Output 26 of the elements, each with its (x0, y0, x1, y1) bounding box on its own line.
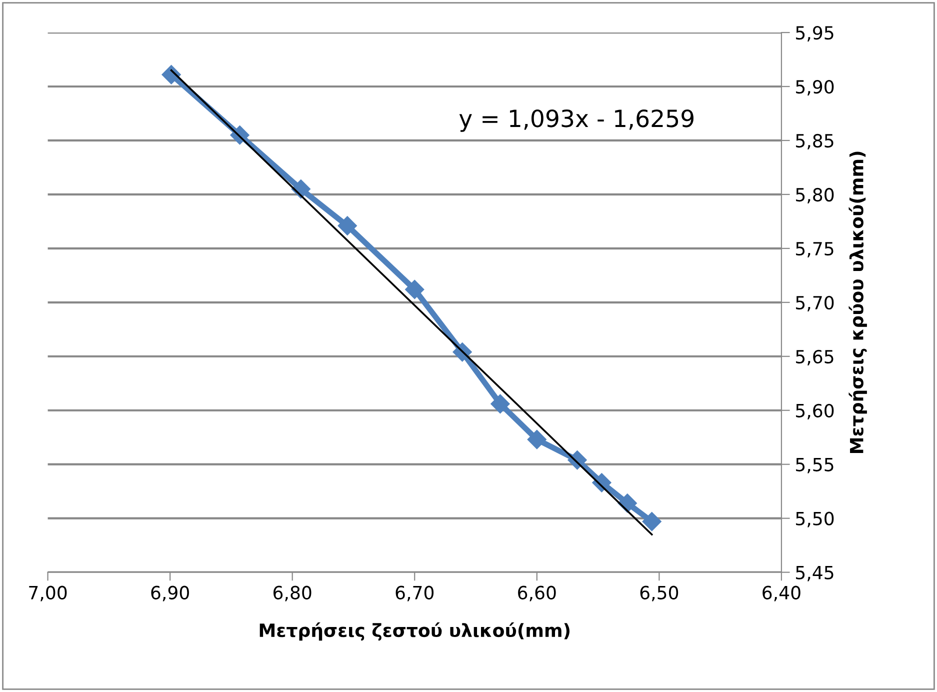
y-tick-label: 5,95 (796, 26, 834, 42)
y-tick-label: 5,45 (796, 566, 834, 582)
x-tick-label: 6,70 (396, 586, 434, 602)
point (405, 280, 424, 299)
point (642, 512, 662, 532)
annotation: y = 1,093x - 1,6259 (459, 109, 694, 132)
point (338, 216, 357, 236)
y-tick-label: 5,60 (796, 404, 834, 420)
y-tick-label: 5,50 (796, 512, 834, 528)
y-axis-title: Μετρήσεις κρύου υλικού(mm) (848, 152, 867, 453)
point (490, 394, 510, 414)
y-tick-label: 5,80 (796, 188, 834, 204)
y-tick-label: 5,70 (796, 296, 834, 312)
x-tick-label: 6,80 (274, 586, 312, 602)
x-tick-label: 7,00 (29, 586, 67, 602)
x-axis-title: Μετρήσεις ζεστού υλικού(mm) (260, 622, 570, 641)
y-tick-label: 5,90 (796, 80, 834, 96)
x-tick-label: 6,60 (518, 586, 556, 602)
y-tick-label: 5,85 (796, 134, 834, 150)
x-tick-label: 6,50 (640, 586, 678, 602)
y-tick-label: 5,65 (796, 350, 834, 366)
y-tick-label: 5,55 (796, 458, 834, 474)
x-tick-label: 6,90 (151, 586, 189, 602)
y-tick-label: 5,75 (796, 242, 834, 258)
point (527, 430, 546, 450)
x-tick-label: 6,40 (762, 586, 800, 602)
